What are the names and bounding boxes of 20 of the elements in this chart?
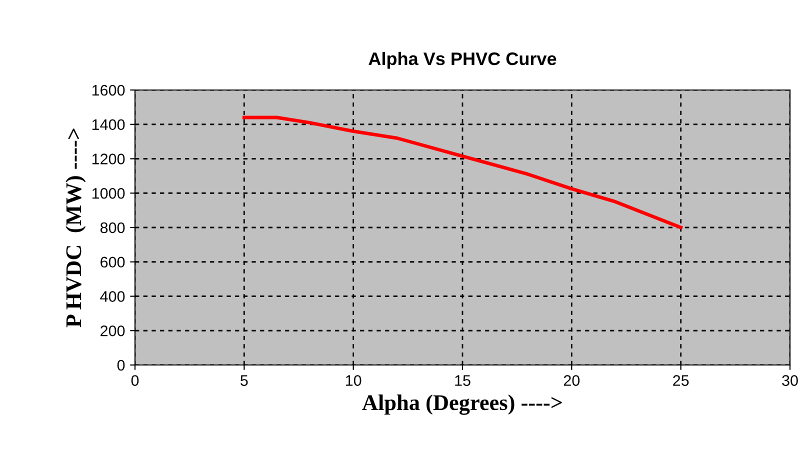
x-tick-label: 5	[240, 375, 248, 386]
y-tick-label: 1400	[92, 119, 125, 130]
y-tick-label: 600	[100, 256, 125, 268]
x-tick-label: 15	[455, 375, 470, 386]
y-tick-label: 1000	[92, 188, 125, 199]
y-tick-label: 200	[100, 325, 125, 336]
x-axis-title: Alpha (Degrees) ---->	[362, 394, 562, 415]
y-axis-title: P HVDC (MW) ---->	[66, 128, 86, 328]
line-series	[242, 116, 683, 230]
y-tick-label: 800	[100, 222, 125, 234]
y-tick-label: 1600	[92, 84, 125, 96]
y-tick-label: 0	[117, 360, 125, 371]
x-tick-label: 10	[346, 375, 362, 386]
x-tick-label: 30	[782, 375, 798, 386]
x-tick-label: 0	[131, 375, 139, 386]
y-tick-label: 1200	[92, 154, 125, 164]
chart-title: Alpha Vs PHVC Curve	[368, 52, 556, 69]
x-tick-label: 25	[673, 375, 689, 386]
x-tick-label: 20	[564, 375, 580, 386]
y-tick-label: 400	[100, 291, 125, 302]
